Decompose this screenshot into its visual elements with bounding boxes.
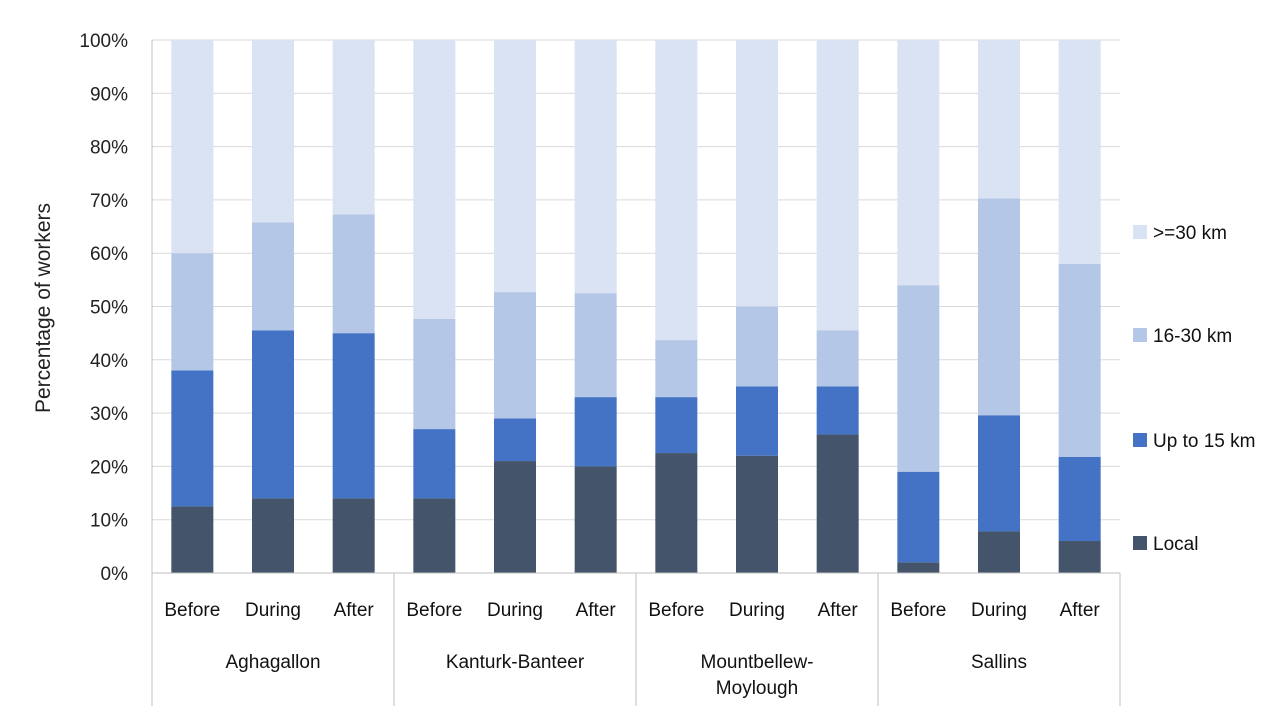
bar--30-km <box>574 40 617 294</box>
group-label: Kanturk-Banteer <box>446 652 585 673</box>
legend-label: Local <box>1153 534 1198 555</box>
bar-local <box>978 531 1020 573</box>
x-tick-label: Before <box>648 600 704 621</box>
y-tick-label: 50% <box>90 298 128 319</box>
bar-local <box>816 434 859 573</box>
bar-up-to-15-km <box>252 330 294 499</box>
bar--30-km <box>332 40 375 215</box>
gridlines <box>152 39 1120 574</box>
bar-up-to-15-km <box>332 333 375 499</box>
bar-local <box>252 498 294 573</box>
legend-label: >=30 km <box>1153 223 1227 244</box>
x-tick-label: After <box>576 600 617 621</box>
bar-up-to-15-km <box>736 386 778 456</box>
y-axis-label: Percentage of workers <box>32 203 55 413</box>
legend-swatch <box>1133 433 1147 447</box>
y-tick-label: 0% <box>101 564 129 585</box>
legend: >=30 km 16-30 km Up to 15 km Local <box>1133 223 1255 555</box>
bar--30-km <box>655 40 698 341</box>
bar-local <box>897 562 940 573</box>
x-axis: Before During After Aghagallon Before During A… <box>151 40 1121 706</box>
x-tick-label: During <box>971 600 1027 621</box>
group-label-line: Mountbellew- <box>701 652 814 673</box>
bar-up-to-15-km <box>171 370 214 507</box>
bar-up-to-15-km <box>413 429 456 499</box>
bar-16-30-km <box>816 330 859 387</box>
bar--30-km <box>252 40 294 223</box>
bar--30-km <box>1058 40 1101 264</box>
y-tick-label: 40% <box>90 351 128 372</box>
bar-up-to-15-km <box>816 386 859 435</box>
bar-16-30-km <box>252 222 294 331</box>
bar-16-30-km <box>332 214 375 334</box>
bar-local <box>655 453 698 573</box>
legend-swatch <box>1133 225 1147 239</box>
group-label: Sallins <box>971 652 1027 673</box>
x-tick-label: Before <box>406 600 462 621</box>
bar-16-30-km <box>413 318 456 430</box>
bar-16-30-km <box>171 253 214 371</box>
bar-16-30-km <box>494 292 536 419</box>
x-tick-label: Before <box>890 600 946 621</box>
x-tick-label: After <box>1060 600 1101 621</box>
y-tick-label: 10% <box>90 511 128 532</box>
bar-local <box>736 455 778 573</box>
y-tick-label: 60% <box>90 244 128 265</box>
x-tick-label: During <box>729 600 785 621</box>
bar--30-km <box>171 40 214 254</box>
y-tick-label: 90% <box>90 84 128 105</box>
bars <box>171 40 1101 573</box>
y-tick-label: 20% <box>90 457 128 478</box>
bar-local <box>574 466 617 573</box>
x-tick-label: Before <box>164 600 220 621</box>
y-tick-label: 80% <box>90 138 128 159</box>
bar--30-km <box>494 40 536 293</box>
x-tick-label: After <box>334 600 375 621</box>
bar-16-30-km <box>574 293 617 398</box>
bar-local <box>332 498 375 573</box>
bar--30-km <box>897 40 940 286</box>
legend-swatch <box>1133 328 1147 342</box>
bar--30-km <box>816 40 859 331</box>
bar-local <box>1058 541 1101 573</box>
y-axis-ticks: 0% 10% 20% 30% 40% 50% 60% 70% 80% 90% 100% <box>79 31 128 585</box>
y-tick-label: 30% <box>90 404 128 425</box>
bar-16-30-km <box>897 285 940 472</box>
bar-16-30-km <box>1058 263 1101 457</box>
y-tick-label: 100% <box>79 31 128 52</box>
x-tick-label: During <box>487 600 543 621</box>
group-label: Aghagallon <box>225 652 320 673</box>
bar--30-km <box>978 40 1020 199</box>
bar-local <box>494 461 536 573</box>
x-tick-label: After <box>818 600 859 621</box>
bar-16-30-km <box>655 340 698 398</box>
x-tick-label: During <box>245 600 301 621</box>
legend-swatch <box>1133 536 1147 550</box>
bar-up-to-15-km <box>978 415 1020 532</box>
bar-up-to-15-km <box>1058 456 1101 542</box>
bar-up-to-15-km <box>897 471 940 563</box>
legend-label: 16-30 km <box>1153 326 1232 347</box>
legend-label: Up to 15 km <box>1153 431 1255 452</box>
group-label-line: Moylough <box>716 678 798 699</box>
bar-16-30-km <box>736 306 778 387</box>
bar-up-to-15-km <box>655 397 698 454</box>
bar-up-to-15-km <box>574 397 617 467</box>
bar--30-km <box>413 40 456 319</box>
bar-local <box>413 498 456 573</box>
y-tick-label: 70% <box>90 191 128 212</box>
bar-local <box>171 506 214 573</box>
bar--30-km <box>736 40 778 307</box>
bar-16-30-km <box>978 198 1020 416</box>
bar-up-to-15-km <box>494 418 536 462</box>
